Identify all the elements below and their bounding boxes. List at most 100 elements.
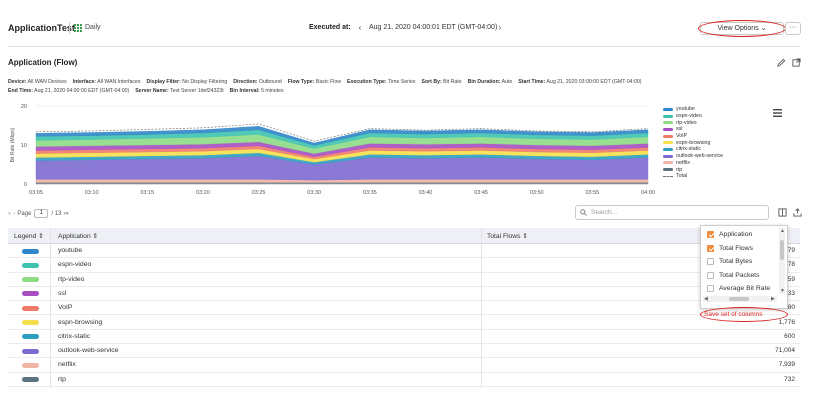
scroll-left-icon[interactable]: ◀ xyxy=(704,296,708,302)
application-cell: citrix-static xyxy=(58,332,91,340)
y-axis-label: Bit Rate (Mbps) xyxy=(10,127,16,162)
bit-rate-chart: Bit Rate (Mbps) 20 10 0 03:05 03:10 03:15 03:20… xyxy=(0,98,823,202)
total-flows-cell: 7,939 xyxy=(778,361,795,369)
last-page-icon[interactable]: » xyxy=(65,210,69,217)
parameter-value: Auto xyxy=(501,79,513,85)
total-flows-cell: 59 xyxy=(787,275,795,283)
parameter-label: Display Filter: xyxy=(146,79,181,85)
table-row[interactable] xyxy=(8,373,800,387)
legend-item[interactable]: espn-browsing xyxy=(663,139,763,146)
legend-color-swatch xyxy=(22,248,39,254)
columns-icon[interactable] xyxy=(778,208,787,217)
report-parameter: Execution Type: Time Series xyxy=(347,79,416,85)
popout-icon[interactable] xyxy=(792,58,801,67)
application-cell: rtp-video xyxy=(58,275,85,283)
table-row[interactable] xyxy=(8,244,800,259)
legend-color-swatch xyxy=(22,348,39,354)
sort-icon: ⇕ xyxy=(522,233,528,240)
legend-label: VoIP xyxy=(676,133,688,140)
scroll-right-icon[interactable]: ▶ xyxy=(771,296,775,302)
total-flows-cell: 71,004 xyxy=(775,347,795,355)
column-option[interactable]: Application xyxy=(707,231,752,238)
legend-item[interactable]: rtp-video xyxy=(663,119,763,126)
view-options-button[interactable]: View Options ⌄ xyxy=(700,22,784,35)
first-page-icon[interactable]: « xyxy=(8,210,12,217)
table-row[interactable] xyxy=(8,258,800,273)
table-row[interactable] xyxy=(8,301,800,316)
more-options-button[interactable]: ··· xyxy=(785,22,801,35)
next-page-icon[interactable]: › xyxy=(63,210,66,217)
total-flows-column-header[interactable]: Total Flows ⇕ xyxy=(487,232,528,240)
legend-item[interactable]: ssl xyxy=(663,126,763,133)
pagination: « ‹ Page 1 / 13 › » xyxy=(8,209,69,218)
table-row[interactable] xyxy=(8,358,800,373)
scroll-up-icon[interactable]: ▲ xyxy=(780,228,785,234)
next-execution-button[interactable]: › xyxy=(498,23,502,32)
column-checkbox[interactable] xyxy=(707,271,714,279)
table-row[interactable] xyxy=(8,316,800,330)
legend-item[interactable]: outlook-web-service xyxy=(663,153,763,160)
scroll-thumb[interactable] xyxy=(780,240,784,260)
previous-execution-button[interactable]: ‹ xyxy=(358,23,362,32)
parameter-value: Time Series xyxy=(388,79,416,85)
column-option-label: Average Bit Rate xyxy=(719,285,771,292)
search-input[interactable]: Search... xyxy=(575,205,769,220)
report-parameter: End Time: Aug 21, 2020 04:00:00 EDT (GMT… xyxy=(8,88,129,94)
parameter-value: Basic Flow xyxy=(315,79,341,85)
legend-item[interactable]: espn-video xyxy=(663,113,763,120)
column-checkbox[interactable] xyxy=(707,258,714,265)
table-row[interactable] xyxy=(8,330,800,345)
legend-item[interactable]: VoIP xyxy=(663,133,763,140)
report-parameter: Sort By: Bit Rate xyxy=(422,79,462,85)
scroll-down-icon[interactable]: ▼ xyxy=(780,288,785,294)
chevron-down-icon: ⌄ xyxy=(760,25,767,32)
executed-at-value: Aug 21, 2020 04:00:01 EDT (GMT-04:00) xyxy=(369,24,498,31)
application-column-header[interactable]: Application ⇕ xyxy=(58,232,98,240)
column-option[interactable]: Total Flows xyxy=(707,244,753,252)
legend-label: Total xyxy=(676,173,688,180)
legend-label: rtp xyxy=(676,166,683,173)
application-cell: rtp xyxy=(58,375,66,383)
legend-item[interactable]: Total xyxy=(663,173,763,180)
column-checkbox[interactable] xyxy=(707,285,714,292)
legend-column-header[interactable]: Legend ⇕ xyxy=(14,232,44,240)
report-title: ApplicationTest xyxy=(8,23,75,33)
parameter-label: Bin Interval: xyxy=(229,88,260,94)
legend-item[interactable]: netflix xyxy=(663,160,763,167)
save-columns-link[interactable]: Save set of columns xyxy=(704,311,763,318)
x-tick-label: 03:45 xyxy=(474,190,488,196)
column-picker-hscrollbar[interactable]: ◀ ▶ xyxy=(703,296,777,302)
total-flows-cell: 33 xyxy=(787,289,795,297)
schedule-grid-icon xyxy=(74,24,82,32)
table-row[interactable] xyxy=(8,273,800,287)
legend-item[interactable]: youtube xyxy=(663,106,763,113)
parameter-value: Aug 21, 2020 03:00:00 EDT (GMT-04:00) xyxy=(546,79,642,85)
legend-item[interactable]: rtp xyxy=(663,166,763,173)
legend-color-swatch xyxy=(22,334,39,340)
report-parameters-line-1: Device: All WAN Devices Interface: All WA… xyxy=(8,79,648,85)
table-row[interactable] xyxy=(8,344,800,359)
column-option-label: Application xyxy=(719,231,753,238)
legend-item[interactable]: citrix-static xyxy=(663,146,763,153)
legend-color-swatch xyxy=(22,291,39,297)
edit-icon[interactable] xyxy=(777,58,786,67)
column-option[interactable]: Average Bit Rate xyxy=(707,285,770,292)
x-tick-label: 03:55 xyxy=(585,190,599,196)
column-option[interactable]: Total Bytes xyxy=(707,258,752,265)
table-row[interactable] xyxy=(8,287,800,302)
column-picker-scrollbar[interactable]: ▲ ▼ xyxy=(779,228,785,294)
sort-icon: ⇕ xyxy=(92,233,99,240)
column-option[interactable]: Total Packets xyxy=(707,271,760,279)
export-icon[interactable] xyxy=(793,208,802,217)
column-option-label: Total Packets xyxy=(719,271,760,279)
column-checkbox[interactable] xyxy=(707,244,714,252)
prev-page-icon[interactable]: ‹ xyxy=(13,210,16,217)
page-number-input[interactable]: 1 xyxy=(34,209,49,218)
column-checkbox[interactable] xyxy=(707,231,714,238)
chart-menu-icon[interactable] xyxy=(773,109,782,117)
hscroll-thumb[interactable] xyxy=(729,297,749,301)
legend-color-swatch xyxy=(22,362,39,368)
area-series-youtube[interactable] xyxy=(35,126,649,146)
total-flows-cell: 80 xyxy=(787,304,795,312)
parameter-label: Start Time: xyxy=(518,79,546,85)
